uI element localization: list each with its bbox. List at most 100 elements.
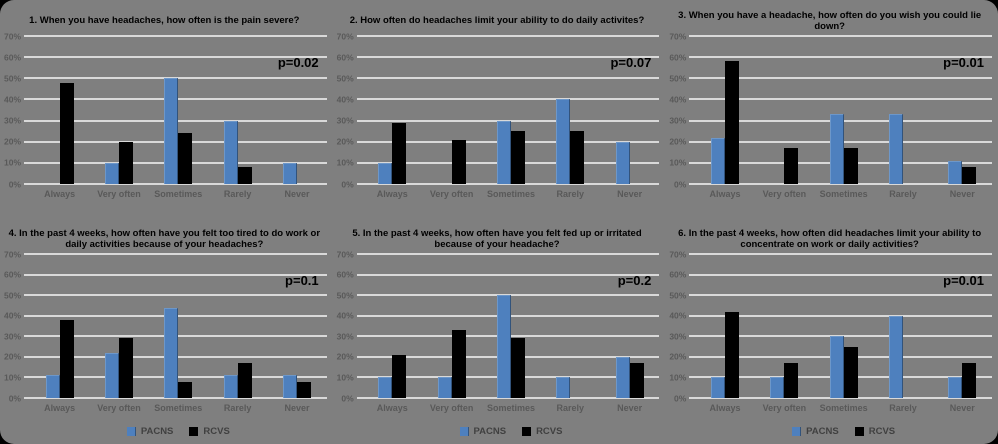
legend-label: RCVS (203, 425, 230, 437)
bar-rcvs (59, 319, 74, 398)
y-axis-tick-mark (24, 98, 30, 101)
x-axis-labels: Always Very often Sometimes Rarely Never (363, 398, 660, 418)
y-axis-tick-mark (356, 119, 363, 122)
x-axis-category-label: Very often (97, 403, 141, 413)
gridline (30, 119, 327, 122)
bar-rcvs (962, 167, 977, 184)
y-axis: 0% 10% 20% 30% 40% 50% 60% 70% (2, 32, 30, 188)
x-axis-category-label: Sometimes (819, 189, 868, 199)
gridline (695, 335, 992, 338)
bar-pacns (223, 375, 238, 398)
y-axis-tick-label: 30% (336, 331, 354, 342)
y-axis-tick-mark (356, 376, 363, 379)
bar-pacns (948, 377, 963, 398)
gridline (30, 376, 327, 379)
gridline (30, 98, 327, 101)
y-axis-tick-label: 30% (3, 331, 21, 342)
x-axis-category-label: Rarely (889, 189, 917, 199)
y-axis-tick-label: 60% (336, 51, 354, 62)
y-axis-tick-label: 40% (336, 94, 354, 105)
bar-rcvs (962, 363, 977, 398)
y-axis-tick-mark (689, 253, 696, 255)
y-axis-tick-label: 70% (336, 248, 354, 259)
bar-group (755, 36, 814, 184)
y-axis-tick-mark (689, 355, 696, 358)
bar-group (933, 36, 992, 184)
chart-2: 2. How often do headaches limit your abi… (333, 0, 666, 218)
bar-rcvs (237, 167, 252, 184)
bar-rcvs (510, 338, 525, 398)
x-axis-category-label: Always (709, 189, 741, 199)
y-axis-tick-mark (356, 161, 363, 164)
gridline (695, 314, 992, 317)
y-axis-tick-mark (689, 273, 696, 276)
y-axis-tick-mark (356, 140, 363, 143)
y-axis-tick-label: 70% (336, 30, 354, 41)
y-axis-tick-label: 60% (669, 269, 687, 280)
plot-region: p=0.01 (695, 253, 992, 399)
y-axis-tick-mark (24, 335, 30, 338)
y-axis-tick-label: 10% (669, 157, 687, 168)
y-axis-tick-label: 40% (669, 310, 687, 321)
bar-rcvs (178, 381, 193, 398)
gridline (362, 253, 660, 255)
p-value-label: p=0.01 (943, 272, 984, 288)
x-axis-category-label: Never (284, 403, 310, 413)
y-axis-tick-mark (356, 253, 363, 255)
plot-region: p=0.1 (30, 253, 327, 399)
x-axis-category-label: Never (284, 189, 310, 199)
y-axis-tick-label: 10% (336, 372, 354, 383)
y-axis-tick-label: 50% (3, 73, 21, 84)
y-axis-tick-label: 40% (3, 94, 21, 105)
bar-group (267, 36, 326, 184)
gridline (30, 397, 327, 399)
y-axis-tick-mark (689, 140, 696, 143)
y-axis-tick-mark (356, 35, 363, 37)
legend-swatch-icon (522, 426, 532, 436)
bar-rcvs (392, 122, 407, 184)
y-axis-tick-mark (24, 140, 30, 143)
gridline (695, 140, 992, 143)
gridline (362, 119, 660, 122)
bar-group (600, 254, 659, 398)
bar-rcvs (451, 139, 466, 184)
bar-pacns (615, 356, 630, 398)
x-axis-category-label: Sometimes (486, 403, 535, 413)
legend-item-pacns: PACNS (126, 426, 173, 437)
bar-groups (695, 36, 992, 184)
y-axis-tick-mark (356, 183, 363, 185)
bar-group (814, 36, 873, 184)
plot-area: 0% 10% 20% 30% 40% 50% 60% 70% p=0.01 (667, 250, 992, 402)
x-axis-category-label: Always (44, 189, 76, 199)
chart-3: 3. When you have a headache, how often d… (665, 0, 998, 218)
y-axis-tick-mark (24, 253, 30, 255)
y-axis-tick-mark (689, 56, 696, 59)
bar-pacns (164, 78, 179, 184)
bar-rcvs (843, 346, 858, 398)
x-axis-category-label: Sometimes (819, 403, 868, 413)
bar-pacns (164, 307, 179, 398)
bar-pacns (282, 375, 297, 398)
x-axis-category-label: Never (617, 189, 643, 199)
chart-title: 6. In the past 4 weeks, how often did he… (678, 227, 982, 250)
bar-group (30, 36, 89, 184)
plot-region: p=0.07 (362, 35, 660, 185)
y-axis-tick-label: 20% (336, 351, 354, 362)
bar-pacns (770, 377, 785, 398)
bar-rcvs (237, 363, 252, 398)
bar-pacns (223, 120, 238, 184)
gridline (362, 273, 660, 276)
y-axis-tick-label: 60% (336, 269, 354, 280)
bar-rcvs (629, 363, 644, 398)
gridline (362, 397, 660, 399)
y-axis-tick-mark (356, 56, 363, 59)
y-axis-tick-label: 20% (336, 136, 354, 147)
bar-pacns (378, 377, 393, 398)
chart-title: 5. In the past 4 weeks, how often have y… (352, 227, 642, 250)
bar-rcvs (724, 61, 739, 184)
plot-area: 0% 10% 20% 30% 40% 50% 60% 70% p=0.07 (335, 32, 660, 188)
chart-title: 2. How often do headaches limit your abi… (349, 15, 645, 27)
gridline (695, 397, 992, 399)
gridline (695, 183, 992, 185)
y-axis-tick-mark (356, 294, 363, 297)
